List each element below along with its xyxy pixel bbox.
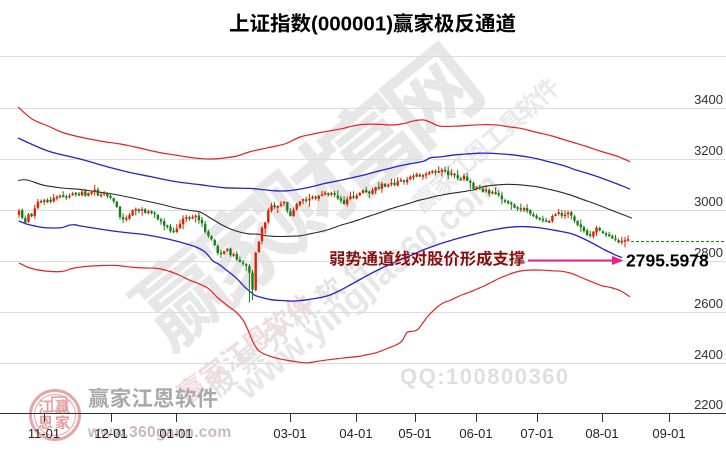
svg-text:2400: 2400: [694, 347, 723, 362]
svg-text:12-01: 12-01: [94, 426, 127, 441]
svg-text:2200: 2200: [694, 397, 723, 412]
svg-text:3200: 3200: [694, 143, 723, 158]
svg-text:01-01: 01-01: [159, 426, 192, 441]
svg-text:09-01: 09-01: [652, 426, 685, 441]
svg-text:2800: 2800: [694, 245, 723, 260]
svg-text:03-01: 03-01: [273, 426, 306, 441]
svg-text:3000: 3000: [694, 194, 723, 209]
svg-text:08-01: 08-01: [585, 426, 618, 441]
svg-text:QQ:100800360: QQ:100800360: [400, 364, 570, 389]
svg-text:06-01: 06-01: [459, 426, 492, 441]
svg-text:04-01: 04-01: [339, 426, 372, 441]
svg-text:(000001): (000001): [311, 13, 393, 36]
svg-text:www.360gann.com: www.360gann.com: [87, 424, 231, 441]
svg-text:05-01: 05-01: [398, 426, 431, 441]
svg-text:11-01: 11-01: [28, 426, 60, 441]
svg-text:3400: 3400: [694, 92, 723, 107]
svg-text:2600: 2600: [694, 296, 723, 311]
svg-text:2795.5978: 2795.5978: [626, 251, 709, 271]
svg-text:07-01: 07-01: [520, 426, 553, 441]
